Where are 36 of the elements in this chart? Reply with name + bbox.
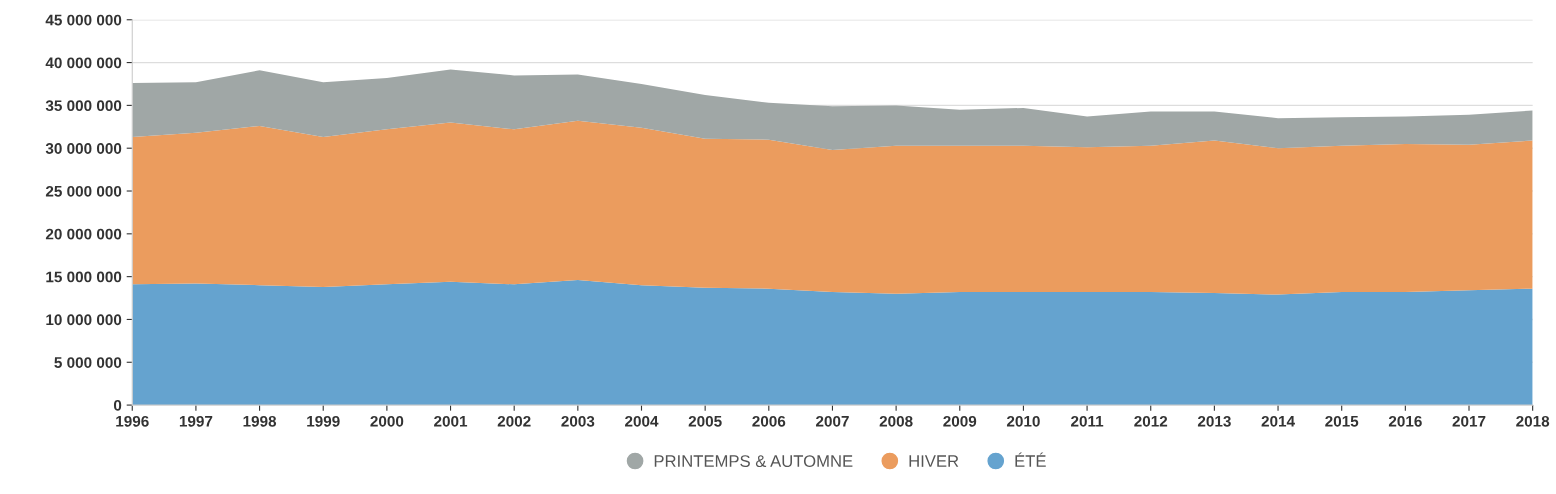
x-tick-label: 1997 <box>179 415 213 427</box>
x-tick-label: 2007 <box>816 415 849 427</box>
y-tick-label: 5 000 000 <box>54 357 122 368</box>
x-tick-label: 2009 <box>943 415 977 427</box>
legend-label: ÉTÉ <box>1015 452 1046 467</box>
y-tick-label: 45 000 000 <box>45 14 122 26</box>
legend-label: PRINTEMPS & AUTOMNE <box>654 455 853 467</box>
x-tick-label: 2018 <box>1516 415 1550 427</box>
x-tick-label: 2002 <box>497 415 531 427</box>
x-tick-label: 2016 <box>1388 415 1422 427</box>
x-tick-label: 2010 <box>1006 415 1040 427</box>
y-tick-label: 0 <box>113 399 122 411</box>
y-tick-label: 25 000 000 <box>45 185 122 197</box>
y-tick-label: 40 000 000 <box>45 57 122 69</box>
x-tick-label: 1996 <box>116 415 149 427</box>
x-tick-label: 2005 <box>688 415 722 427</box>
x-tick-label: 2017 <box>1452 415 1486 427</box>
y-tick-label: 30 000 000 <box>45 143 122 154</box>
x-tick-label: 2012 <box>1134 415 1168 427</box>
x-tick-label: 2001 <box>434 415 468 427</box>
x-tick-label: 2015 <box>1325 415 1359 427</box>
y-tick-label: 20 000 000 <box>45 228 122 240</box>
x-tick-label: 2006 <box>752 415 786 427</box>
x-tick-label: 2004 <box>625 415 659 427</box>
legend-label: HIVER <box>909 455 959 467</box>
x-tick-label: 2003 <box>561 415 595 427</box>
x-tick-label: 2014 <box>1261 415 1295 427</box>
x-tick-label: 2011 <box>1071 415 1104 427</box>
x-tick-label: 1999 <box>307 415 340 427</box>
x-tick-label: 2000 <box>370 415 404 427</box>
y-tick-label: 35 000 000 <box>45 100 122 112</box>
x-tick-label: 2008 <box>879 415 913 427</box>
y-tick-label: 10 000 000 <box>46 314 122 326</box>
y-tick-label: 15 000 000 <box>46 271 122 283</box>
x-tick-label: 1998 <box>243 415 277 427</box>
x-tick-label: 2013 <box>1197 415 1231 427</box>
